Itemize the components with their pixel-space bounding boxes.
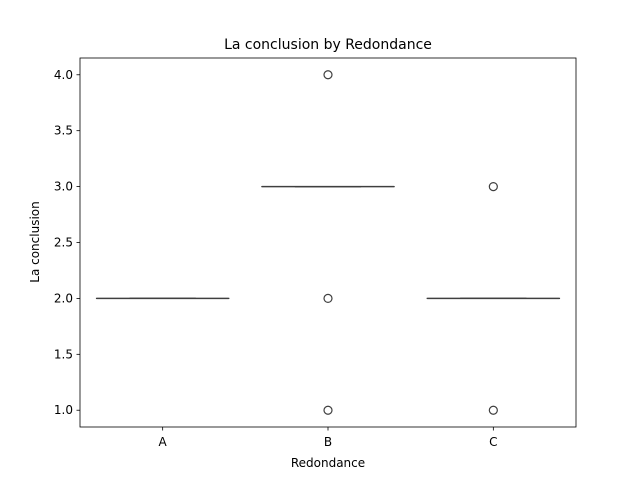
y-tick-label: 1.5: [54, 347, 73, 361]
outlier-point: [488, 181, 498, 192]
y-axis: 1.0 1.5 2.0 2.5 3.0 3.5 4.0: [54, 68, 80, 417]
box-c: [426, 181, 561, 415]
y-tick-label: 4.0: [54, 68, 73, 82]
x-tick-label: A: [159, 435, 168, 449]
x-tick-label: C: [489, 435, 497, 449]
x-tick-label: B: [324, 435, 332, 449]
y-tick-label: 3.0: [54, 180, 73, 194]
x-axis: A B C: [159, 427, 498, 449]
y-tick-label: 2.5: [54, 236, 73, 250]
y-tick-label: 3.5: [54, 124, 73, 138]
outlier-point: [323, 405, 333, 415]
y-tick-label: 2.0: [54, 291, 73, 305]
box-b: [261, 70, 395, 415]
plot-area: [95, 70, 561, 415]
chart-title: La conclusion by Redondance: [224, 37, 432, 53]
y-tick-label: 1.0: [54, 403, 73, 417]
plot-frame: [79, 57, 577, 428]
outlier-point: [323, 70, 333, 80]
y-axis-label: La conclusion: [28, 201, 42, 282]
outlier-point: [323, 293, 333, 304]
outlier-point: [488, 405, 498, 415]
x-axis-label: Redondance: [291, 456, 365, 470]
